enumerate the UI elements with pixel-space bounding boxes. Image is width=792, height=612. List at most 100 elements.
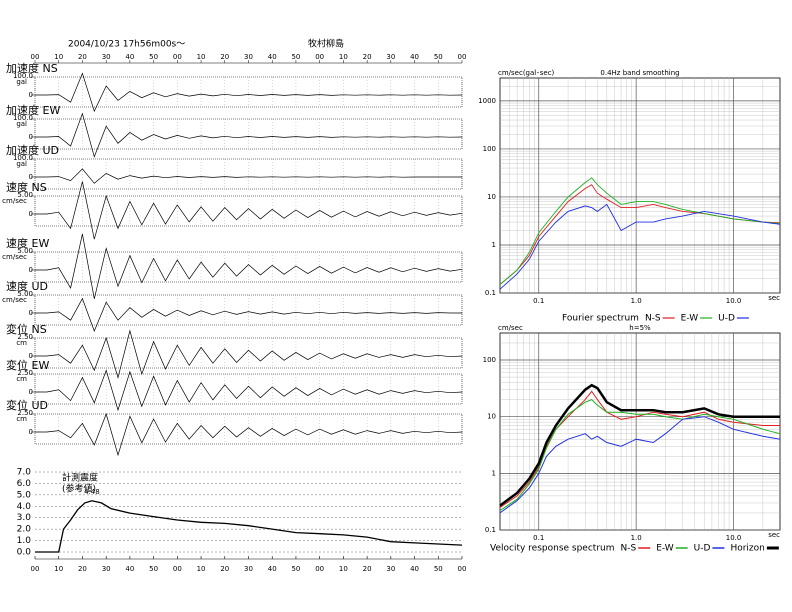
x-tick-label: 20 <box>363 565 372 573</box>
x-tick-label: 10 <box>54 53 63 61</box>
y-tick-label: 0 <box>29 352 33 360</box>
x-tick-label: 40 <box>410 53 419 61</box>
y-tick-label: 6.0 <box>17 479 32 489</box>
y-tick-label: 0.1 <box>485 289 496 297</box>
y-tick-label: 1 <box>492 469 496 477</box>
x-tick-label: 40 <box>125 53 134 61</box>
trace-title: 変位 UD <box>6 398 48 412</box>
spectrum-line <box>499 390 780 508</box>
unit: cm <box>16 415 27 423</box>
waveform <box>35 233 463 299</box>
chart-subtitle: (参考値) <box>62 483 96 495</box>
x-tick-label: 50 <box>434 565 443 573</box>
y-tick-label: 0 <box>29 210 33 218</box>
trace-title: 加速度 NS <box>6 61 58 75</box>
y-tick-label: 10 <box>487 193 496 201</box>
x-tick-label: 40 <box>268 565 277 573</box>
x-tick-label: 50 <box>149 53 158 61</box>
y-tick-label: 0.1 <box>485 526 496 534</box>
x-tick-label: 00 <box>31 565 40 573</box>
trace-title: 加速度 UD <box>6 143 59 157</box>
x-tick-label: 10.0 <box>726 534 742 542</box>
waveform <box>35 329 463 379</box>
y-tick-label: 0 <box>29 133 33 141</box>
y-tick-label: 1.0 <box>17 536 32 546</box>
spectrum-line <box>499 383 780 507</box>
y-tick-label: 100 <box>483 145 496 153</box>
waveform <box>35 112 463 158</box>
x-tick-label: 40 <box>410 565 419 573</box>
x-tick-label: 10 <box>197 565 206 573</box>
legend-label: Horizon <box>730 544 764 554</box>
y-tick-label: 100 <box>483 356 496 364</box>
trace-title: 加速度 EW <box>6 103 60 117</box>
unit: gal <box>16 78 27 86</box>
plot-frame <box>499 77 781 294</box>
x-tick-label: 00 <box>31 53 40 61</box>
legend-label: U-D <box>694 544 711 554</box>
legend-label: N-S <box>621 544 637 554</box>
legend-title: Velocity response spectrum <box>490 544 615 554</box>
x-tick-label: 00 <box>458 565 467 573</box>
x-axis-label: sec <box>768 531 780 539</box>
unit: cm/sec <box>2 296 27 304</box>
unit: cm <box>16 375 27 383</box>
y-tick-label: 5.00 <box>17 191 33 199</box>
y-tick-label: 2.0 <box>17 525 32 535</box>
waveform <box>35 168 462 184</box>
y-tick-label: 3.0 <box>17 513 32 523</box>
spectrum-line <box>499 203 781 290</box>
y-tick-label: 0 <box>29 91 33 99</box>
y-tick-label: 5.00 <box>17 247 33 255</box>
x-tick-label: 10 <box>54 565 63 573</box>
chart-title: h=5% <box>629 324 651 332</box>
legend-label: U-D <box>718 314 735 324</box>
legend-label: N-S <box>645 314 661 324</box>
waveform <box>35 181 463 240</box>
x-tick-label: 00 <box>315 53 324 61</box>
x-tick-label: 30 <box>102 565 111 573</box>
x-tick-label: 20 <box>220 565 229 573</box>
x-tick-label: 20 <box>78 53 87 61</box>
y-tick-label: 0 <box>29 388 33 396</box>
x-tick-label: 20 <box>78 565 87 573</box>
y-tick-label: 0 <box>29 173 33 181</box>
spectrum-line <box>499 177 781 285</box>
unit: cm/sec <box>2 253 27 261</box>
date: 2004/10/23 17h56m00s～ <box>68 40 185 50</box>
y-tick-label: 10 <box>487 413 496 421</box>
y-tick-label: 5.00 <box>17 290 33 298</box>
unit: gal <box>16 160 27 168</box>
x-tick-label: 10 <box>339 53 348 61</box>
x-tick-label: 10.0 <box>726 297 742 305</box>
spectrum-line <box>499 184 781 285</box>
x-tick-label: 40 <box>268 53 277 61</box>
trace-title: 変位 EW <box>6 358 49 372</box>
x-tick-label: 0.1 <box>533 297 544 305</box>
y-tick-label: 4.0 <box>17 502 32 512</box>
y-tick-label: 0 <box>29 266 33 274</box>
unit: cm <box>16 339 27 347</box>
y-tick-label: 5.0 <box>17 490 32 500</box>
trace-title: 速度 UD <box>6 279 48 293</box>
x-tick-label: 10 <box>197 53 206 61</box>
x-tick-label: 50 <box>149 565 158 573</box>
y-tick-label: 0 <box>29 428 33 436</box>
x-tick-label: 00 <box>458 53 467 61</box>
y-tick-label: 1 <box>492 241 496 249</box>
x-axis-label: sec <box>768 294 780 302</box>
x-tick-label: 00 <box>173 53 182 61</box>
x-tick-label: 1.0 <box>631 297 642 305</box>
x-tick-label: 00 <box>315 565 324 573</box>
x-tick-label: 50 <box>434 53 443 61</box>
x-tick-label: 30 <box>244 565 253 573</box>
y-tick-label: 2.50 <box>17 333 33 341</box>
x-tick-label: 30 <box>244 53 253 61</box>
trace-title: 速度 EW <box>6 236 49 250</box>
unit: gal <box>16 120 27 128</box>
spectrum-line <box>499 399 781 512</box>
y-tick-label: 2.50 <box>17 409 33 417</box>
waveform <box>35 72 463 113</box>
x-tick-label: 30 <box>102 53 111 61</box>
